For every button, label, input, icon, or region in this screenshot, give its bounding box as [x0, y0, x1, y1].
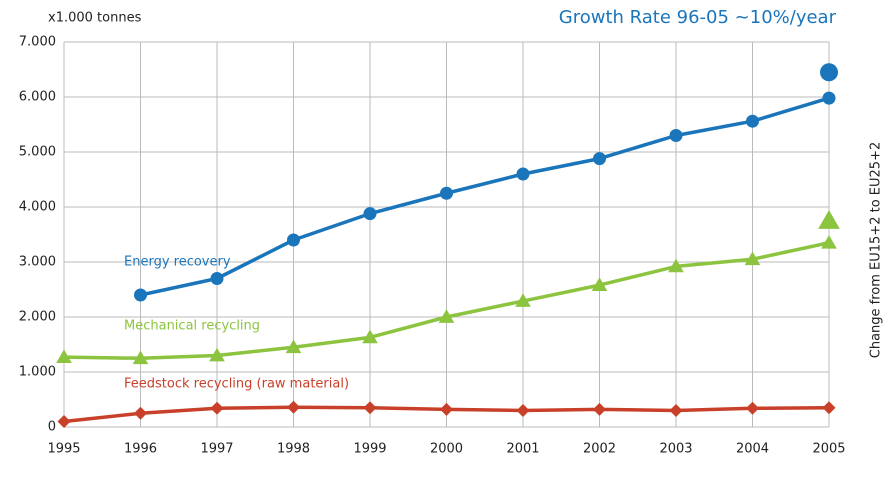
x-tick-label: 2005: [812, 442, 845, 457]
x-tick-label: 1995: [47, 442, 80, 457]
x-tick-label: 2004: [736, 442, 769, 457]
x-tick-label: 1996: [124, 442, 157, 457]
data-point: [821, 234, 837, 249]
chart-title: Growth Rate 96-05 ~10%/year: [559, 7, 837, 28]
data-point: [132, 350, 149, 365]
x-tick-label: 1997: [200, 442, 233, 457]
extra-point: [818, 209, 840, 229]
y-tick-label: 2.000: [19, 310, 56, 325]
data-point: [516, 167, 530, 181]
data-point: [56, 349, 72, 363]
data-point: [285, 339, 302, 354]
data-point: [134, 288, 147, 302]
data-point: [669, 129, 683, 142]
y-axis-label: x1.000 tonnes: [48, 11, 142, 26]
data-point: [287, 400, 300, 414]
data-point: [287, 233, 300, 247]
data-point: [591, 277, 608, 291]
x-tick-label: 1998: [277, 442, 310, 457]
data-point: [822, 401, 836, 415]
y-tick-label: 1.000: [19, 365, 56, 380]
series-line: [140, 96, 830, 297]
data-point: [362, 329, 378, 344]
data-point: [363, 401, 377, 415]
y-tick-label: 0: [48, 420, 56, 435]
data-point: [593, 152, 606, 166]
data-point: [746, 401, 759, 415]
x-tick-label: 2002: [583, 442, 616, 457]
data-point: [744, 251, 761, 266]
data-point: [515, 293, 531, 307]
data-point: [668, 258, 684, 273]
data-point: [440, 186, 453, 200]
data-point: [363, 207, 377, 221]
data-point: [438, 309, 455, 323]
series-label: Mechanical recycling: [124, 319, 260, 334]
x-tick-label: 2001: [506, 442, 539, 457]
data-point: [57, 415, 71, 428]
annotation: Change from EU15+2 to EU25+2: [869, 142, 884, 358]
y-tick-label: 7.000: [19, 35, 56, 50]
y-tick-label: 3.000: [19, 255, 56, 270]
series-label: Feedstock recycling (raw material): [124, 377, 349, 392]
data-point: [516, 404, 530, 417]
data-point: [134, 406, 147, 420]
extra-point: [820, 63, 838, 82]
y-tick-label: 4.000: [19, 200, 56, 215]
data-point: [593, 402, 606, 416]
data-point: [210, 401, 224, 415]
x-tick-label: 2003: [659, 442, 692, 457]
data-point: [210, 272, 224, 285]
series-label: Energy recovery: [124, 255, 231, 270]
data-point: [822, 91, 836, 105]
x-tick-label: 2000: [430, 442, 463, 457]
y-tick-label: 5.000: [19, 145, 56, 160]
data-point: [209, 347, 225, 362]
data-point: [440, 402, 453, 416]
data-point: [669, 404, 683, 417]
x-tick-label: 1999: [353, 442, 386, 457]
data-point: [746, 114, 759, 128]
y-tick-label: 6.000: [19, 90, 56, 105]
